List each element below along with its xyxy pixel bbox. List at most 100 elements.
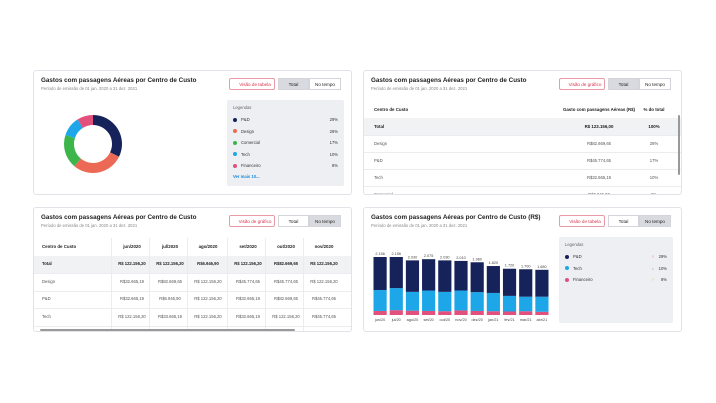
donut-segment [74,152,120,173]
bar-segment [389,257,403,289]
row-divider [34,273,351,274]
toggle-button[interactable]: Total [608,78,639,90]
x-tick-label: set/20 [423,318,433,322]
bar-segment [535,269,549,297]
table-cell: jun/2020 [123,243,141,249]
bar-segment [389,310,403,315]
bar-segment [454,310,468,315]
x-tick-label: mar/21 [520,318,532,322]
legend-value: 26% [329,128,338,134]
row-divider [364,186,681,187]
table-cell: % do total [643,106,665,112]
legend-title: Legendas [233,105,252,110]
bar-total-label: 1.680 [537,265,547,269]
bar-segment [454,290,468,311]
trend-arrow: ↑ [651,277,654,282]
total-row-bg [364,118,681,135]
legend-dot [565,254,569,259]
legend-label: Tech [573,265,582,271]
donut-segment [65,119,83,139]
bar-segment [535,311,549,315]
table-cell: Comercial [374,191,393,195]
row-divider [364,152,681,153]
toggle-button[interactable]: No tempo [309,215,341,227]
legend-label: Comercial [241,140,260,145]
table-cell: R$33.665,19 [158,313,182,319]
bar-segment [422,310,436,315]
bar-total-label: 2.030 [408,255,418,259]
table-cell: R$82.669,65 [274,296,298,302]
legend-label: Financeiro [573,277,593,282]
table-cell: R$ 122.156,20 [118,313,146,319]
legend-dot [565,277,569,282]
bar-total-label: 1.700 [521,264,531,268]
bar-total-label: 2.075 [424,254,434,258]
toggle-button[interactable]: Visão de tabela [229,78,275,90]
legend-value: 29% [329,117,338,122]
legend-label: Financeiro [241,163,261,168]
table-cell: R$ 122.156,20 [310,261,338,267]
panel-subtitle: Período de emissão de 01 jan. 2020 a 31 … [41,223,138,228]
trend-arrow: ↑ [651,254,654,259]
table-cell: R$6.946,90 [197,261,219,267]
table-cell: R$ 122.156,20 [194,278,222,284]
toggle-button[interactable]: Total [278,78,309,90]
table-cell: Tech [42,313,51,319]
bar-segment [454,260,468,291]
table-cell: R$32.665,19 [587,174,611,180]
toggle-button[interactable]: No tempo [639,215,671,227]
toggle-button[interactable]: Visão de tabela [559,215,605,227]
table-cell: 6% [650,191,658,195]
x-tick-label: ago/20 [407,318,419,322]
column-divider [303,238,304,331]
bar-total-label: 1.960 [472,257,482,261]
x-tick-label: jun/20 [374,318,385,322]
table-cell: R$82.669,65 [152,331,188,332]
table-cell: R$ 122.156,20 [190,331,226,332]
table-cell: 17% [649,157,659,163]
table-cell: R$ 122.156,20 [268,331,304,332]
panel-card: Gastos com passagens Aéreas por Centro d… [363,207,682,332]
table-cell: R$82.669,65 [274,261,298,267]
bar-segment [486,266,500,293]
see-more-link[interactable]: Ver mais 10... [233,174,260,179]
toggle-button[interactable]: Total [608,215,639,227]
toggle-button[interactable]: Visão de gráfico [559,78,605,90]
toggle-button[interactable]: Visão de gráfico [229,215,275,227]
x-tick-label: dez/20 [471,318,482,322]
bar-segment [405,310,420,315]
legend-dot [233,117,237,122]
v-scrollbar[interactable] [678,115,680,175]
bar-segment [470,310,484,315]
table-cell: Gasto com passagens Aéreas (R$) [562,106,636,112]
row-divider [364,135,681,136]
stacked-bar-chart: 2.156 jun/20 2.156 jul/20 2.030 ago/20 2.075 se… [373,252,549,322]
donut-segment [77,115,93,128]
toggle-button[interactable]: No tempo [639,78,671,90]
legend-value: 17% [329,140,338,145]
bar-segment [519,296,533,312]
table-cell: R$ 123.156,00 [584,123,614,129]
bar-segment [486,311,500,315]
toggle-button[interactable]: No tempo [309,78,341,90]
table-cell: Design [42,278,56,284]
donut-segment [64,135,81,167]
bar-total-label: 2.156 [392,252,402,256]
table-cell: R$82.669,65 [587,140,611,146]
toggle-button[interactable]: Total [278,215,309,227]
table-cell: nov/2020 [314,243,334,249]
table-cell: R$32.665,19 [120,278,144,284]
bar-segment [422,259,436,291]
table-cell: R$6.846,90 [588,191,610,195]
bar-segment [438,311,452,315]
table-cell: R$32.665,19 [236,313,260,319]
bar-segment [373,310,387,315]
legend-label: P&D [573,254,582,259]
legend-box: Legendas P&D 29% Design 26% Comercial 17% Tech 1… [227,100,344,186]
donut-segment [93,115,122,157]
table-cell: Centro de Custo [42,243,77,249]
x-tick-label: fev/21 [504,318,514,322]
bar-total-label: 1.720 [505,264,515,268]
table-cell: jul/2020 [161,243,179,249]
h-scrollbar[interactable] [40,329,295,331]
